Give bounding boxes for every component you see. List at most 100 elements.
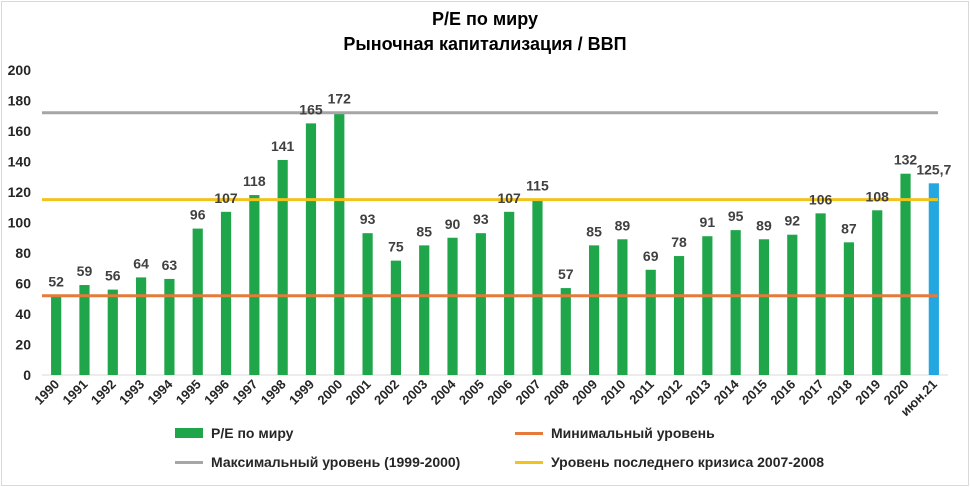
bar [928, 183, 939, 375]
legend-item-crisis: Уровень последнего кризиса 2007-2008 [515, 454, 824, 470]
bar [560, 288, 571, 375]
x-tick-label: 2007 [513, 377, 544, 408]
data-label: 91 [700, 214, 716, 230]
x-tick-label: 2003 [399, 377, 430, 408]
y-tick-label: 140 [8, 154, 32, 170]
bar [305, 123, 317, 375]
data-label: 52 [48, 274, 64, 290]
x-tick-label: 2019 [852, 377, 883, 408]
x-tick-label: 1995 [173, 377, 204, 408]
x-tick-label: 2014 [711, 376, 743, 408]
data-label: 115 [526, 178, 549, 194]
x-tick-label: 2013 [682, 377, 713, 408]
x-tick-label: 2004 [428, 376, 460, 408]
y-tick-label: 160 [8, 123, 32, 139]
bar [447, 237, 458, 375]
data-label: 92 [784, 213, 800, 229]
data-label: 57 [558, 266, 574, 282]
x-tick-label: 2010 [597, 377, 628, 408]
x-tick-label: 2000 [314, 377, 345, 408]
data-label: 59 [77, 263, 93, 279]
data-label: 106 [809, 191, 833, 207]
bar [900, 173, 911, 375]
x-tick-label: 1991 [60, 377, 91, 408]
data-label: 96 [190, 207, 206, 223]
y-tick-label: 40 [15, 306, 31, 322]
bar [702, 236, 713, 375]
data-label: 87 [841, 220, 857, 236]
y-tick-label: 80 [15, 245, 31, 261]
data-label: 69 [643, 248, 659, 264]
x-tick-label: 2009 [569, 377, 600, 408]
data-label: 89 [756, 217, 772, 233]
bar [249, 195, 260, 375]
bar [475, 233, 486, 375]
bar [164, 278, 175, 375]
x-tick-label: 1998 [258, 377, 289, 408]
x-tick-label: 1994 [144, 376, 176, 408]
x-tick-label: 2017 [796, 377, 827, 408]
data-label: 93 [360, 211, 376, 227]
data-label: 141 [271, 138, 295, 154]
legend-label-min: Минимальный уровень [551, 425, 715, 441]
bar [504, 211, 515, 375]
bar [730, 230, 741, 375]
bar [277, 159, 288, 375]
legend-swatch-crisis [515, 460, 543, 464]
chart-subtitle: Рыночная капитализация / ВВП [343, 34, 627, 54]
bar [192, 228, 203, 375]
data-label: 165 [299, 101, 323, 117]
data-label: 90 [445, 216, 461, 232]
bar [419, 245, 430, 375]
bar [51, 295, 62, 375]
x-tick-label: 2006 [484, 377, 515, 408]
x-tick-label: 1996 [201, 377, 232, 408]
bar [107, 289, 118, 375]
data-label: 118 [243, 173, 266, 189]
bar [787, 234, 798, 375]
bar [220, 211, 232, 375]
x-tick-label: 2002 [371, 377, 402, 408]
bar [872, 210, 883, 375]
data-label: 132 [894, 152, 918, 168]
legend-item-min: Минимальный уровень [515, 425, 715, 441]
bar [362, 233, 373, 375]
x-tick-label: 1997 [229, 377, 260, 408]
bar [815, 213, 826, 375]
x-tick-label: 1999 [286, 377, 317, 408]
y-tick-label: 180 [8, 93, 32, 109]
bar [617, 239, 628, 375]
x-tick-label: 2008 [541, 377, 572, 408]
bar [532, 199, 543, 375]
data-label: 85 [586, 223, 602, 239]
legend-label-crisis: Уровень последнего кризиса 2007-2008 [551, 454, 825, 470]
y-tick-label: 60 [15, 276, 31, 292]
data-label: 108 [866, 188, 890, 204]
data-label: 125,7 [916, 161, 951, 177]
data-label: 56 [105, 268, 121, 284]
x-tick-label: 2016 [767, 377, 798, 408]
data-label: 64 [133, 255, 149, 271]
x-tick-label: 2015 [739, 377, 770, 408]
bar [588, 245, 600, 375]
x-tick-label: 1992 [88, 377, 119, 408]
data-label: 78 [671, 234, 687, 250]
legend-swatch-max [175, 460, 203, 464]
data-label: 95 [728, 208, 744, 224]
x-tick-label: 2011 [626, 377, 657, 408]
x-tick-label: 1993 [116, 377, 147, 408]
bar [673, 256, 685, 375]
legend-swatch-pe [175, 428, 203, 438]
data-label: 107 [497, 190, 521, 206]
data-label: 107 [214, 190, 238, 206]
legend-label-pe: P/E по миру [211, 425, 294, 441]
y-tick-label: 20 [15, 337, 31, 353]
bar [758, 239, 770, 375]
data-label: 85 [416, 223, 432, 239]
bar [843, 242, 855, 375]
bar [79, 285, 90, 375]
bar [390, 260, 402, 375]
bar [645, 269, 656, 375]
legend-item-max: Максимальный уровень (1999-2000) [175, 454, 460, 470]
